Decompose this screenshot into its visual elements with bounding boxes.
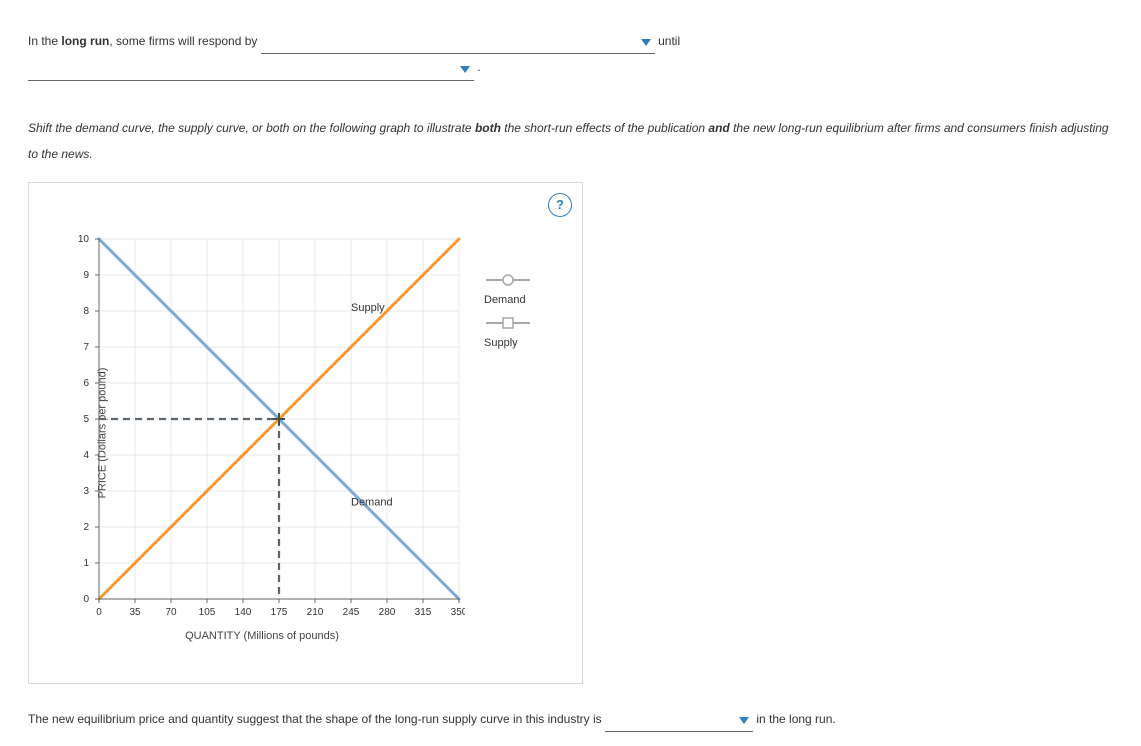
instruction-text: Shift the demand curve, the supply curve… <box>28 115 1113 168</box>
legend-supply-handle[interactable]: Supply <box>484 316 532 349</box>
chart-panel: ? PRICE (Dollars per pound) DemandSupply… <box>28 182 583 684</box>
response-dropdown[interactable] <box>261 33 655 54</box>
legend-demand-handle[interactable]: Demand <box>484 273 532 306</box>
fill-in-sentence-2: The new equilibrium price and quantity s… <box>28 706 1113 732</box>
help-button[interactable]: ? <box>548 193 572 217</box>
legend-supply-label: Supply <box>484 337 532 349</box>
svg-text:8: 8 <box>83 306 89 317</box>
svg-text:350: 350 <box>451 607 465 618</box>
svg-text:7: 7 <box>83 342 89 353</box>
svg-text:245: 245 <box>343 607 360 618</box>
caret-down-icon <box>641 39 651 47</box>
footer-prefix: The new equilibrium price and quantity s… <box>28 712 605 726</box>
s1-middle: , some firms will respond by <box>109 34 260 48</box>
caret-down-icon <box>739 717 749 725</box>
x-axis-label: QUANTITY (Millions of pounds) <box>59 630 465 642</box>
svg-text:1: 1 <box>83 558 89 569</box>
svg-text:0: 0 <box>83 594 89 605</box>
svg-text:4: 4 <box>83 450 89 461</box>
demand-handle-icon <box>484 273 532 290</box>
svg-text:3: 3 <box>83 486 89 497</box>
svg-text:6: 6 <box>83 378 89 389</box>
svg-text:140: 140 <box>235 607 252 618</box>
svg-text:105: 105 <box>199 607 216 618</box>
chart-legend: Demand Supply <box>484 273 532 359</box>
svg-text:175: 175 <box>271 607 288 618</box>
svg-text:10: 10 <box>78 234 90 245</box>
svg-text:5: 5 <box>83 414 89 425</box>
svg-text:Demand: Demand <box>351 496 393 508</box>
svg-text:9: 9 <box>83 270 89 281</box>
svg-text:210: 210 <box>307 607 324 618</box>
svg-text:315: 315 <box>415 607 432 618</box>
shape-dropdown[interactable] <box>605 711 753 732</box>
svg-text:2: 2 <box>83 522 89 533</box>
legend-demand-label: Demand <box>484 294 532 306</box>
svg-text:280: 280 <box>379 607 396 618</box>
s1-prefix: In the <box>28 34 61 48</box>
supply-handle-icon <box>484 316 532 333</box>
svg-text:35: 35 <box>129 607 141 618</box>
condition-dropdown[interactable] <box>28 60 474 81</box>
s1-bold: long run <box>61 34 109 48</box>
caret-down-icon <box>460 66 470 74</box>
footer-after: in the long run. <box>756 712 835 726</box>
fill-in-sentence-1: In the long run, some firms will respond… <box>28 28 1113 81</box>
svg-text:70: 70 <box>165 607 177 618</box>
s1-period: . <box>477 60 480 74</box>
supply-demand-chart[interactable]: DemandSupply0357010514017521024528031535… <box>59 233 465 642</box>
question-icon: ? <box>556 197 564 212</box>
svg-text:0: 0 <box>96 607 102 618</box>
s1-after: until <box>658 34 680 48</box>
svg-text:Supply: Supply <box>351 302 385 314</box>
